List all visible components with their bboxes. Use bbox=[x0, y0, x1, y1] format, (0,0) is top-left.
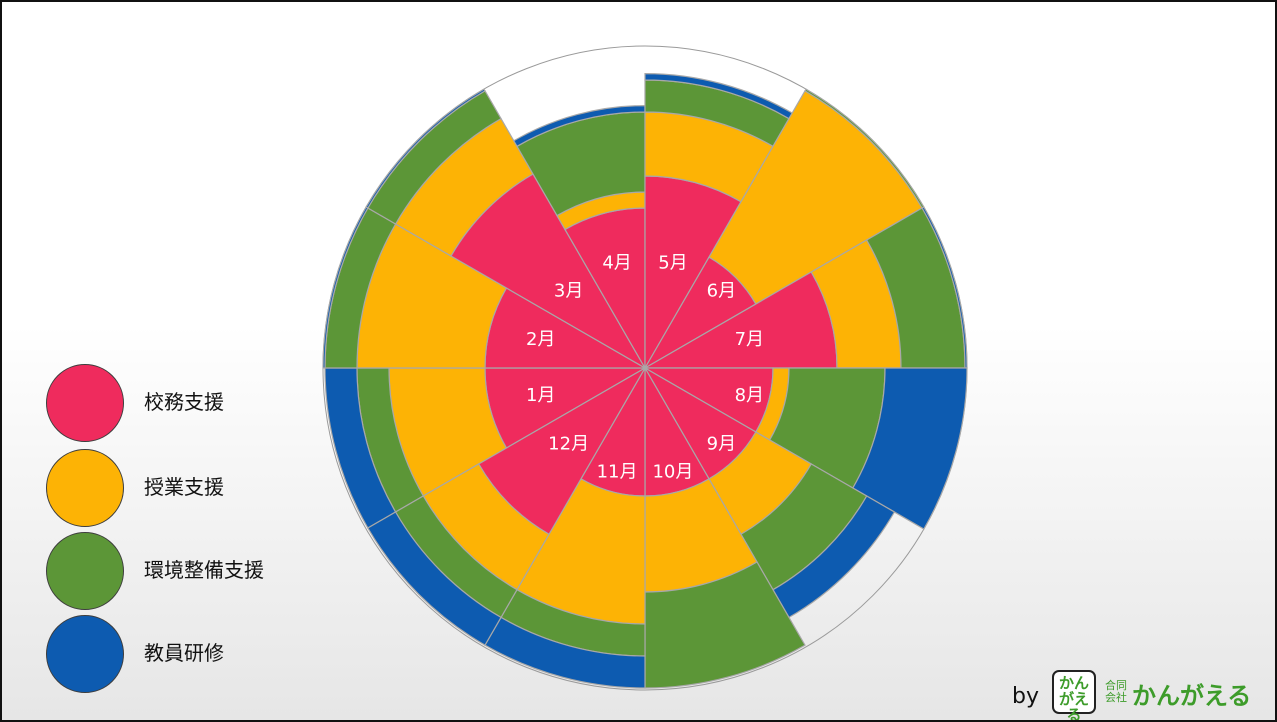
legend-swatch-kankyo bbox=[46, 532, 124, 610]
month-label-10: 10月 bbox=[652, 461, 693, 482]
frog-logo-icon: かん がえる bbox=[1052, 670, 1096, 720]
logo-text: かん がえる bbox=[1058, 674, 1089, 722]
month-label-4: 4月 bbox=[602, 253, 631, 274]
legend-label: 教員研修 bbox=[144, 641, 224, 665]
month-label-8: 8月 bbox=[735, 385, 764, 406]
legend-label: 環境整備支援 bbox=[144, 558, 264, 582]
month-label-2: 2月 bbox=[526, 329, 555, 350]
rose-segment-3-series-4 bbox=[365, 88, 486, 209]
legend-label: 校務支援 bbox=[144, 390, 224, 414]
legend-swatch-kenshu bbox=[46, 615, 124, 693]
month-label-9: 9月 bbox=[707, 433, 736, 454]
month-label-12: 12月 bbox=[548, 433, 589, 454]
rose-segment-8-series-4 bbox=[852, 367, 968, 530]
month-label-7: 7月 bbox=[735, 329, 764, 350]
company-type: 合同 会社 bbox=[1105, 679, 1127, 704]
legend-swatch-kyomu bbox=[46, 364, 124, 442]
month-label-3: 3月 bbox=[554, 281, 583, 302]
legend-swatch-jugyo bbox=[46, 449, 124, 527]
month-label-1: 1月 bbox=[526, 385, 555, 406]
by-text: by bbox=[1012, 684, 1039, 709]
month-label-11: 11月 bbox=[597, 461, 638, 482]
company-name: かんがえる bbox=[1132, 682, 1252, 710]
legend-label: 授業支援 bbox=[144, 475, 224, 499]
month-label-5: 5月 bbox=[658, 253, 687, 274]
month-label-6: 6月 bbox=[707, 281, 736, 302]
rose-segment-12-series-4 bbox=[367, 511, 502, 646]
